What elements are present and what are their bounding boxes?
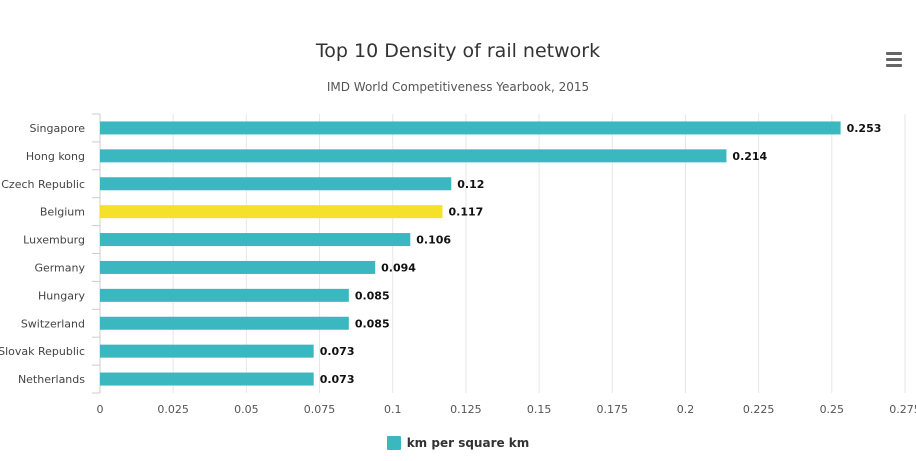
x-tick-label: 0 [97,403,104,416]
x-tick-label: 0.15 [527,403,552,416]
hamburger-menu-icon[interactable] [882,48,906,70]
data-label: 0.12 [457,178,484,191]
category-label: Germany [34,261,85,274]
bar[interactable] [100,288,349,302]
bar[interactable] [100,149,727,163]
data-label: 0.085 [355,289,390,302]
bar[interactable] [100,205,443,219]
legend: km per square km [0,436,916,453]
data-label: 0.106 [416,234,451,247]
bar[interactable] [100,316,349,330]
legend-swatch [386,436,401,450]
category-label: Singapore [30,122,86,135]
data-label: 0.073 [320,373,355,386]
legend-item[interactable]: km per square km [386,436,530,450]
bar[interactable] [100,233,411,247]
category-label: Slovak Republic [0,345,85,358]
bar[interactable] [100,121,841,135]
category-label: Luxemburg [23,234,85,247]
data-label: 0.117 [448,206,483,219]
x-tick-label: 0.05 [234,403,259,416]
bar[interactable] [100,177,452,191]
x-tick-label: 0.175 [597,403,629,416]
x-tick-label: 0.225 [743,403,775,416]
data-label: 0.214 [732,150,767,163]
category-label: Hong kong [26,150,85,163]
x-tick-label: 0.25 [820,403,845,416]
bar[interactable] [100,372,314,386]
category-label: Belgium [40,206,85,219]
bar[interactable] [100,344,314,358]
legend-label: km per square km [406,436,530,450]
data-label: 0.073 [320,345,355,358]
x-tick-label: 0.125 [450,403,482,416]
bar[interactable] [100,260,376,274]
category-label: Switzerland [21,317,85,330]
category-label: Hungary [38,289,85,302]
chart-subtitle: IMD World Competitiveness Yearbook, 2015 [326,80,590,94]
data-label: 0.085 [355,317,390,330]
x-tick-label: 0.275 [889,403,916,416]
x-tick-label: 0.025 [157,403,189,416]
category-label: Netherlands [18,373,85,386]
category-label: Czech Republic [1,178,85,191]
data-label: 0.253 [847,122,882,135]
chart-title: Top 10 Density of rail network [315,40,601,62]
x-tick-label: 0.2 [677,403,695,416]
x-tick-label: 0.075 [304,403,336,416]
x-tick-label: 0.1 [384,403,402,416]
data-label: 0.094 [381,261,416,274]
